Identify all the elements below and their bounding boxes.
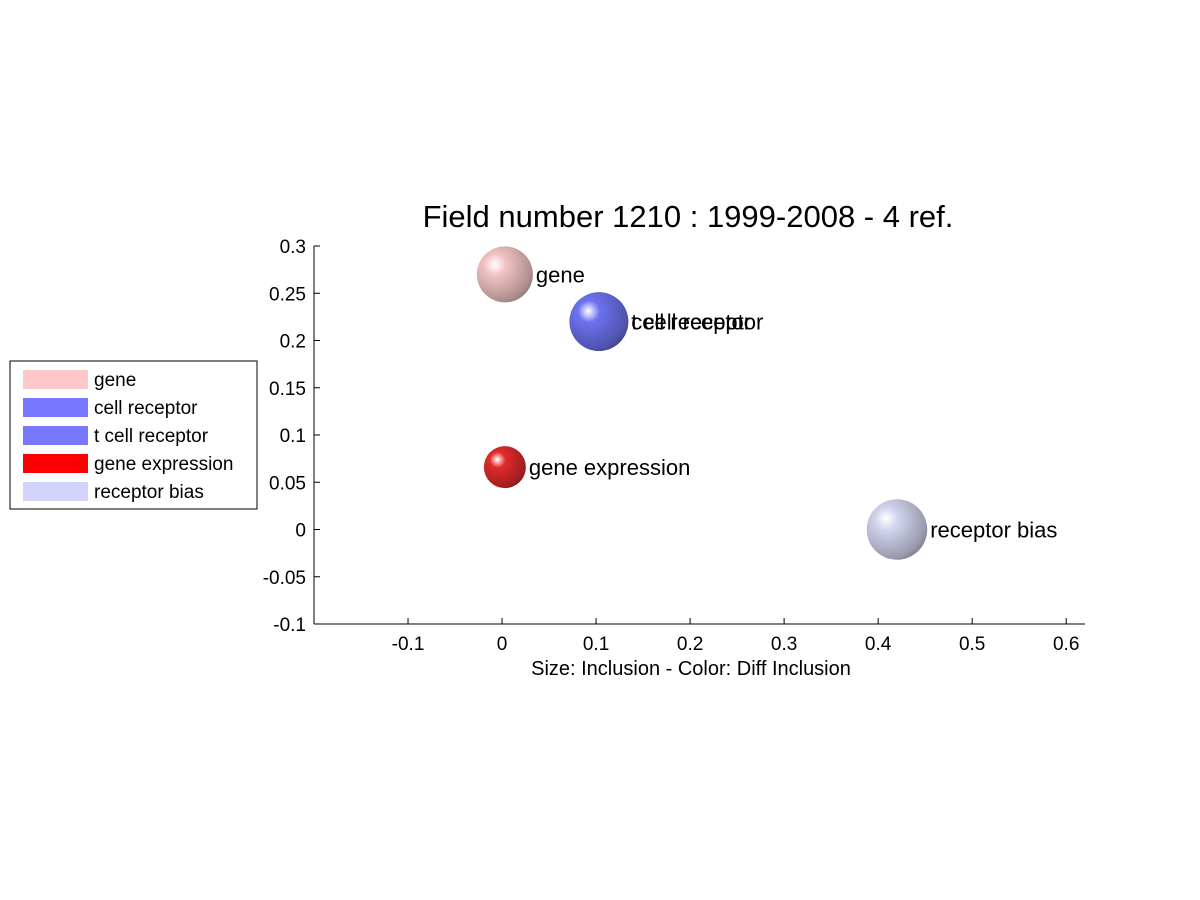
plot-axes <box>313 246 1085 625</box>
x-tick-label: 0 <box>497 634 508 655</box>
data-point-sphere <box>569 292 629 351</box>
data-point-sphere <box>866 499 928 560</box>
x-axis-label: Size: Inclusion - Color: Diff Inclusion <box>531 658 851 680</box>
x-axis-ticks: -0.1 0 0.1 0.2 0.3 0.4 0.5 0.6 <box>392 618 1079 655</box>
y-tick-label: -0.05 <box>263 568 306 589</box>
x-tick-label: 0.6 <box>1053 634 1079 655</box>
legend-swatch <box>23 370 88 389</box>
data-point-sphere <box>483 446 526 489</box>
data-point-sphere <box>476 246 533 303</box>
x-tick-label: -0.1 <box>392 634 425 655</box>
data-point-label: gene <box>536 262 585 287</box>
legend-swatch <box>23 482 88 501</box>
data-point-label: receptor bias <box>930 518 1057 543</box>
legend-label: gene expression <box>94 454 233 475</box>
y-tick-label: 0.2 <box>280 332 306 353</box>
y-tick-label: 0.1 <box>280 426 306 447</box>
y-axis-ticks: -0.1 -0.05 0 0.05 0.1 0.15 0.2 0.25 0.3 <box>263 237 320 636</box>
y-tick-label: -0.1 <box>273 615 306 636</box>
x-tick-label: 0.5 <box>959 634 985 655</box>
legend-label: t cell receptor <box>94 426 209 447</box>
x-tick-label: 0.2 <box>677 634 703 655</box>
x-tick-label: 0.1 <box>583 634 609 655</box>
x-tick-label: 0.4 <box>865 634 892 655</box>
legend-swatch <box>23 426 88 445</box>
data-point-label: gene expression <box>529 455 690 480</box>
legend-swatch <box>23 398 88 417</box>
data-point-label: t cell receptor <box>631 310 763 335</box>
y-tick-label: 0.25 <box>269 284 306 305</box>
legend-label: gene <box>94 370 136 391</box>
y-tick-label: 0.05 <box>269 473 306 494</box>
y-tick-label: 0.15 <box>269 379 306 400</box>
x-tick-label: 0.3 <box>771 634 797 655</box>
data-point-label: cell receptor <box>631 310 751 335</box>
chart-title: Field number 1210 : 1999-2008 - 4 ref. <box>423 199 954 234</box>
legend-swatch <box>23 454 88 473</box>
legend-label: cell receptor <box>94 398 198 419</box>
legend-label: receptor bias <box>94 482 204 503</box>
legend: gene cell receptor t cell receptor gene exp… <box>9 360 258 510</box>
y-tick-label: 0.3 <box>280 237 306 258</box>
y-tick-label: 0 <box>295 521 306 542</box>
